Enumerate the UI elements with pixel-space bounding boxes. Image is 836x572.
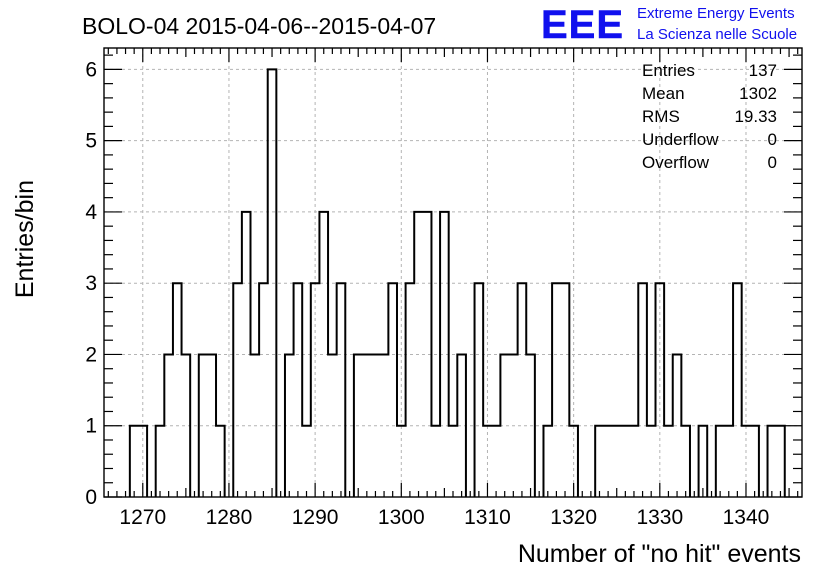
histogram-bin (156, 426, 165, 497)
histogram-bin (164, 354, 173, 497)
histogram-bin (604, 426, 613, 497)
x-tick-label: 1270 (119, 506, 166, 529)
x-tick-label: 1330 (636, 506, 683, 529)
histogram-bin (380, 354, 389, 497)
histogram-bin (302, 426, 311, 497)
histogram-bin (750, 426, 759, 497)
histogram-bin (612, 426, 621, 497)
histogram-bin (595, 426, 604, 497)
histogram-bin (457, 354, 466, 497)
histogram-bin (388, 283, 397, 497)
stats-entries-label: Entries (642, 61, 695, 80)
y-tick-label: 0 (85, 486, 97, 509)
histogram-bin (328, 354, 337, 497)
histogram-bin (638, 283, 647, 497)
chart-title: BOLO-04 2015-04-06--2015-04-07 (82, 13, 436, 39)
y-tick-label: 3 (85, 272, 97, 295)
x-tick-label: 1300 (378, 506, 425, 529)
y-tick-label: 6 (85, 58, 97, 81)
histogram-bin (319, 212, 328, 497)
logo-line-2: La Scienza nelle Scuole (637, 26, 797, 43)
stats-entries-value: 137 (749, 61, 777, 80)
histogram-bin (716, 426, 725, 497)
histogram-bin (406, 283, 415, 497)
stats-mean-value: 1302 (739, 84, 777, 103)
x-tick-label: 1340 (723, 506, 770, 529)
logo-line-1: Extreme Energy Events (637, 5, 795, 22)
histogram-bin (526, 354, 535, 497)
eee-logo: EEE Extreme Energy Events La Scienza nel… (541, 3, 797, 48)
histogram-bin (475, 283, 484, 497)
histogram-bin (724, 426, 733, 497)
stats-underflow-value: 0 (768, 130, 777, 149)
histogram-bin (440, 212, 449, 497)
histogram-bin (371, 354, 380, 497)
histogram-bin (500, 354, 509, 497)
y-tick-label: 1 (85, 415, 97, 438)
histogram-bin (664, 426, 673, 497)
stats-overflow-value: 0 (768, 153, 777, 172)
histogram-bin (182, 354, 191, 497)
histogram-bin (423, 212, 432, 497)
histogram-bin (673, 354, 682, 497)
x-tick-label: 1310 (464, 506, 511, 529)
histogram-bin (552, 283, 561, 497)
histogram-bin (768, 426, 777, 497)
histogram-bin (431, 426, 440, 497)
histogram-bin (130, 426, 139, 497)
histogram-bin (337, 283, 346, 497)
histogram-bin (776, 426, 785, 497)
stats-overflow-label: Overflow (642, 153, 710, 172)
stats-box: Entries 137 Mean 1302 RMS 19.33 Underflo… (642, 61, 777, 172)
stats-mean-label: Mean (642, 84, 685, 103)
histogram-bin (216, 426, 225, 497)
x-axis-title: Number of "no hit" events (518, 540, 801, 568)
y-axis-title: Entries/bin (11, 180, 39, 298)
stats-rms-label: RMS (642, 107, 680, 126)
histogram-bin (199, 354, 208, 497)
histogram-outline (128, 68, 786, 497)
axes: 1270 1280 1290 1300 1310 1320 1330 1340 0 1 2 3 4 5 6 (85, 47, 803, 529)
x-tick-label: 1320 (550, 506, 597, 529)
histogram-bin (656, 283, 665, 497)
histogram-bars (128, 68, 786, 497)
histogram-bin (733, 283, 742, 497)
histogram-bin (518, 283, 527, 497)
histogram-bin (250, 354, 259, 497)
histogram-bin (561, 283, 570, 497)
x-tick-label: 1290 (292, 506, 339, 529)
y-tick-label: 2 (85, 343, 97, 366)
y-tick-label: 5 (85, 130, 97, 153)
histogram-bin (363, 354, 372, 497)
histogram-bin (354, 354, 363, 497)
histogram-bin (311, 283, 320, 497)
x-tick-label: 1280 (206, 506, 253, 529)
histogram-bin (268, 69, 277, 497)
histogram-bin (647, 426, 656, 497)
histogram-bin (621, 426, 630, 497)
histogram-bin (681, 426, 690, 497)
histogram-bin (414, 212, 423, 497)
histogram-bin (242, 212, 251, 497)
histogram-bin (285, 354, 294, 497)
histogram-bin (449, 426, 458, 497)
histogram-bin (543, 426, 552, 497)
y-tick-label: 4 (85, 201, 97, 224)
histogram-bin (207, 354, 216, 497)
histogram-bin (259, 283, 268, 497)
stats-underflow-label: Underflow (642, 130, 719, 149)
histogram-bin (630, 426, 639, 497)
histogram-bin (492, 426, 501, 497)
logo-mark: EEE (541, 3, 624, 47)
histogram-bin (173, 283, 182, 497)
histogram-bin (294, 283, 303, 497)
histogram-bin (509, 354, 518, 497)
histogram-bin (699, 426, 708, 497)
stats-rms-value: 19.33 (734, 107, 777, 126)
histogram-bin (233, 283, 242, 497)
